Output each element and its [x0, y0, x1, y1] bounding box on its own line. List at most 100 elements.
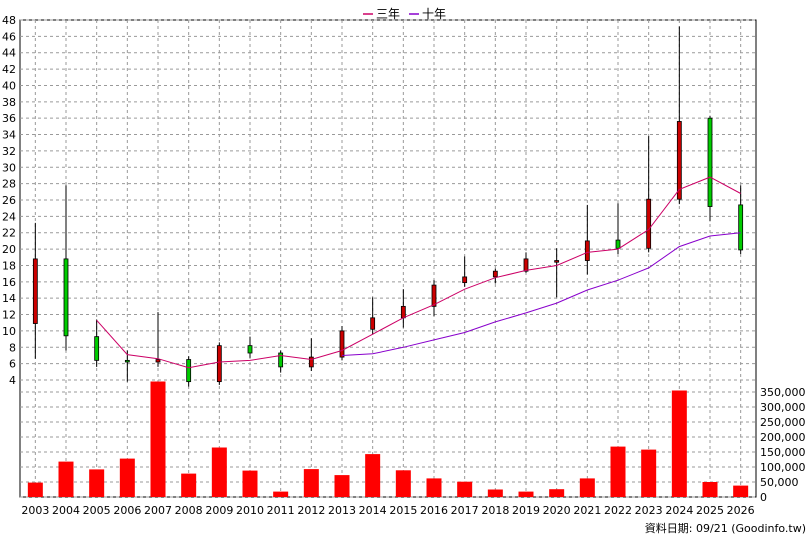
year-tick-label: 2016 [420, 504, 448, 517]
year-tick-label: 2012 [297, 504, 325, 517]
volume-bar [702, 482, 718, 497]
volume-bar [671, 390, 687, 497]
price-tick-label: 22 [2, 227, 16, 240]
volume-bar [610, 446, 626, 497]
price-tick-label: 16 [2, 276, 16, 289]
year-tick-label: 2007 [144, 504, 172, 517]
candle-body [370, 317, 376, 330]
series-line [341, 232, 741, 356]
price-tick-label: 12 [2, 309, 16, 322]
data-date-footer: 資料日期: 09/21 (Goodinfo.tw) [644, 522, 806, 535]
price-tick-label: 18 [2, 259, 16, 272]
year-tick-label: 2003 [21, 504, 49, 517]
volume-bar [365, 454, 381, 497]
price-tick-label: 42 [2, 63, 16, 76]
price-tick-label: 32 [2, 145, 16, 158]
volume-bar [518, 491, 534, 497]
volume-tick-label: 50,000 [760, 476, 799, 489]
candle-body [94, 336, 100, 361]
price-tick-label: 24 [2, 210, 16, 223]
candle-body [492, 270, 498, 278]
series-line [96, 176, 741, 369]
price-tick-label: 8 [9, 341, 16, 354]
candle-body [32, 258, 38, 324]
candle-body [339, 330, 345, 358]
volume-bar [150, 381, 166, 497]
year-tick-label: 2021 [573, 504, 601, 517]
volume-bar [426, 478, 442, 497]
price-tick-label: 34 [2, 129, 16, 142]
year-tick-label: 2008 [175, 504, 203, 517]
price-tick-label: 46 [2, 30, 16, 43]
candle-body [676, 121, 682, 200]
candle-body [63, 258, 69, 337]
volume-tick-label: 200,000 [760, 431, 806, 444]
candle-body [431, 284, 437, 307]
year-tick-label: 2026 [727, 504, 755, 517]
volume-bar [733, 485, 749, 497]
plot-frame [19, 19, 757, 498]
candle-body [615, 239, 621, 249]
volume-bar [579, 478, 595, 497]
year-tick-label: 2010 [236, 504, 264, 517]
candle-body [738, 204, 744, 251]
volume-bar [273, 491, 289, 497]
year-tick-label: 2009 [205, 504, 233, 517]
year-tick-label: 2011 [267, 504, 295, 517]
candle-body [707, 117, 713, 207]
candle-body [523, 258, 529, 272]
candle-body [308, 356, 314, 368]
volume-bar [457, 481, 473, 497]
price-tick-label: 4 [9, 374, 16, 387]
candle-body [216, 345, 222, 383]
candle-body [584, 240, 590, 261]
year-tick-label: 2006 [113, 504, 141, 517]
candles [32, 26, 744, 387]
volume-tick-label: 250,000 [760, 416, 806, 429]
price-tick-label: 26 [2, 194, 16, 207]
candle-body [124, 359, 130, 363]
candle-body [400, 305, 406, 319]
year-tick-label: 2019 [512, 504, 540, 517]
volume-tick-label: 150,000 [760, 446, 806, 459]
volume-tick-label: 100,000 [760, 461, 806, 474]
year-tick-label: 2014 [359, 504, 387, 517]
year-tick-label: 2022 [604, 504, 632, 517]
volume-bar [487, 489, 503, 497]
legend: 三年 十年 [363, 7, 446, 21]
volume-tick-label: 300,000 [760, 401, 806, 414]
volume-tick-label: 0 [760, 491, 767, 504]
price-tick-label: 44 [2, 47, 16, 60]
year-tick-label: 2024 [665, 504, 693, 517]
legend-label: 三年 [376, 7, 400, 21]
price-tick-label: 36 [2, 112, 16, 125]
volume-bar [58, 461, 74, 497]
year-tick-label: 2005 [83, 504, 111, 517]
grid [19, 19, 757, 498]
price-tick-label: 38 [2, 96, 16, 109]
price-tick-label: 6 [9, 358, 16, 371]
volume-bar [119, 458, 135, 497]
volume-bar [395, 470, 411, 497]
year-tick-label: 2013 [328, 504, 356, 517]
year-tick-label: 2004 [52, 504, 80, 517]
year-tick-label: 2020 [543, 504, 571, 517]
legend-label: 十年 [422, 7, 446, 21]
price-tick-label: 40 [2, 79, 16, 92]
volume-bar [242, 470, 258, 497]
candle-body [554, 260, 560, 263]
volume-bar [27, 482, 43, 497]
volume-tick-label: 350,000 [760, 386, 806, 399]
price-tick-label: 48 [2, 14, 16, 27]
price-tick-label: 14 [2, 292, 16, 305]
volume-bar [181, 473, 197, 497]
price-tick-label: 20 [2, 243, 16, 256]
moving-average-lines [96, 176, 741, 369]
volume-bars [27, 381, 749, 497]
volume-bar [89, 469, 105, 497]
volume-bar [334, 475, 350, 497]
axes: 4681012141618202224262830323436384042444… [2, 14, 806, 517]
volume-bar [211, 447, 227, 497]
candle-body [646, 198, 652, 249]
